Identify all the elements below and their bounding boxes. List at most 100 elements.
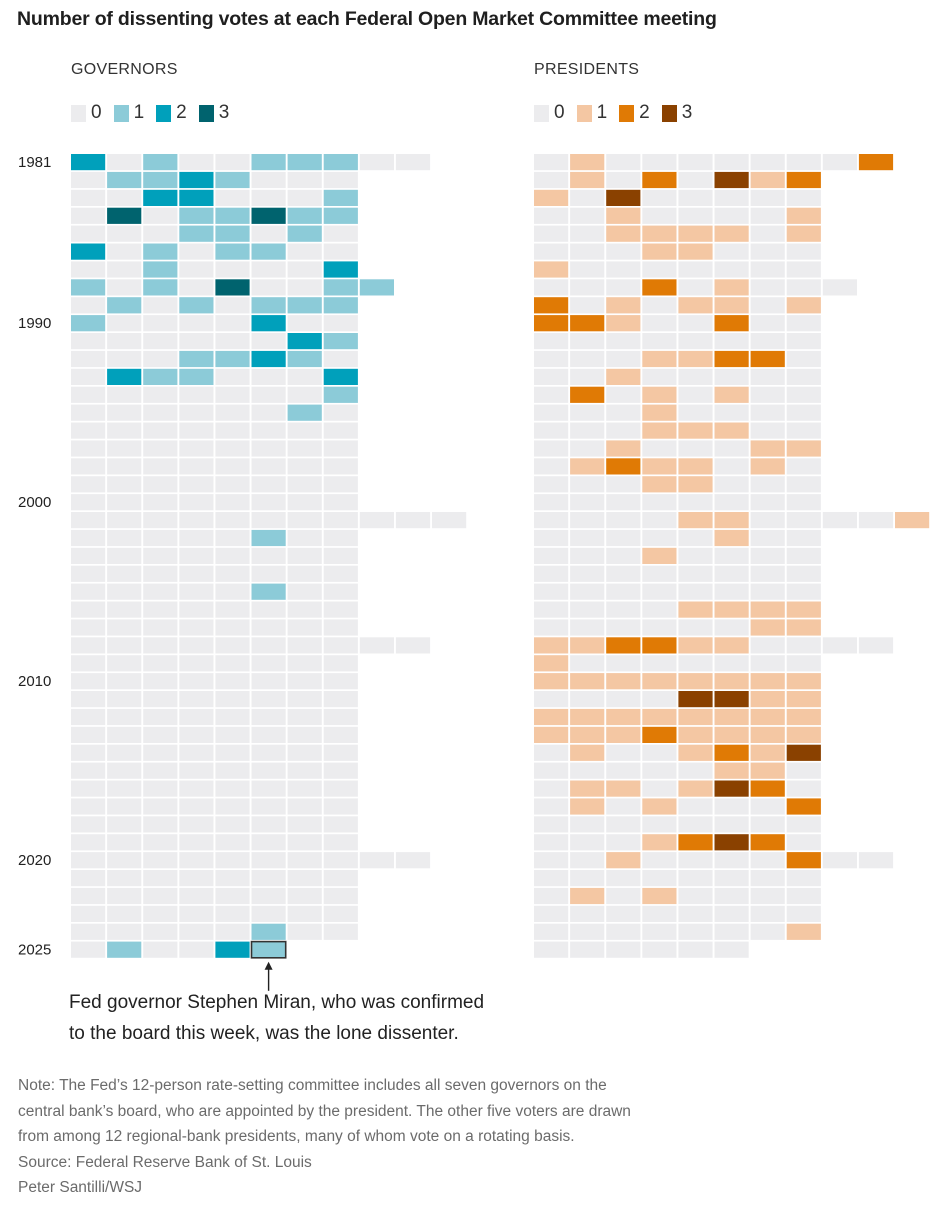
heatmap-cell [714,691,749,708]
heatmap-cell [323,870,358,887]
governors-row-2018 [71,816,358,833]
heatmap-cell [251,279,286,296]
heatmap-cell [107,798,142,815]
heatmap-cell [107,941,142,958]
heatmap-cell [534,207,569,224]
heatmap-cell [858,637,894,654]
heatmap-cell [323,637,358,654]
heatmap-cell [678,315,713,332]
heatmap-cell [642,243,677,260]
governors-row-2004 [71,565,358,582]
heatmap-cell [107,547,142,564]
heatmap-cell [534,601,569,618]
heatmap-cell [107,512,142,529]
heatmap-cell [179,315,214,332]
heatmap-cell [215,529,250,547]
heatmap-cell [570,279,605,296]
governors-row-1982 [71,171,358,189]
heatmap-cell [534,297,569,314]
heatmap-cell [606,762,641,779]
governors-row-2013 [71,726,358,743]
heatmap-cell [215,350,250,368]
heatmap-cell [786,870,821,887]
legend-item-1: 1 [113,103,144,123]
annotation: Fed governor Stephen Miran, who was conf… [69,987,589,1049]
heatmap-cell [606,691,641,708]
heatmap-cell [323,619,358,636]
heatmap-cell [714,798,749,815]
heatmap-cell [570,887,605,905]
heatmap-cell [714,279,749,296]
heatmap-cell [606,565,641,582]
heatmap-cell [606,189,641,206]
heatmap-cell [71,726,106,743]
heatmap-cell [570,870,605,887]
heatmap-cell [714,458,749,475]
heatmap-cell [678,243,713,260]
heatmap-cell [323,171,358,189]
heatmap-cell [71,870,106,887]
legend-item-0: 0 [71,103,102,123]
heatmap-cell [251,512,286,529]
heatmap-cell [359,154,394,171]
legend-swatch [71,104,86,122]
year-tick-label: 2025 [18,942,51,959]
heatmap-cell [71,547,106,564]
heatmap-cell [215,368,250,385]
heatmap-cell [606,619,641,636]
heatmap-cell [215,816,250,833]
heatmap-cell [678,619,713,636]
presidents-row-1988 [534,279,857,296]
governors-panel-title: GOVERNORS [71,61,178,78]
heatmap-cell [143,386,178,403]
heatmap-cell [107,619,142,636]
legend-label: 2 [639,102,650,123]
presidents-row-1997 [534,440,821,457]
heatmap-cell [143,565,178,582]
heatmap-cell [179,494,214,511]
heatmap-cell [534,476,569,493]
heatmap-cell [642,744,677,761]
heatmap-cell [678,780,713,797]
heatmap-cell [570,529,605,547]
heatmap-cell [323,458,358,475]
heatmap-cell [570,816,605,833]
heatmap-cell [71,279,106,296]
heatmap-cell [534,189,569,206]
heatmap-cell [323,225,358,242]
governors-row-2020 [71,852,431,869]
heatmap-cell [143,279,178,296]
heatmap-cell [786,189,821,206]
heatmap-cell [642,655,677,672]
heatmap-cell [179,333,214,350]
heatmap-cell [287,207,322,224]
heatmap-cell [534,368,569,385]
heatmap-cell [750,368,785,385]
heatmap-cell [359,637,394,654]
heatmap-cell [678,154,713,171]
heatmap-cell [107,744,142,761]
heatmap-cell [822,512,857,529]
heatmap-cell [287,297,322,314]
heatmap-cell [642,189,677,206]
heatmap-cell [570,476,605,493]
heatmap-cell [251,243,286,260]
heatmap-cell [251,619,286,636]
heatmap-cell [323,422,358,439]
heatmap-cell [287,816,322,833]
presidents-row-2022 [534,887,821,905]
heatmap-cell [786,225,821,242]
heatmap-cell [287,691,322,708]
presidents-row-2015 [534,762,821,779]
heatmap-cell [786,673,821,690]
heatmap-cell [107,386,142,403]
heatmap-cell [642,154,677,171]
heatmap-cell [251,816,286,833]
heatmap-cell [359,279,394,296]
heatmap-cell [287,565,322,582]
governors-row-1993 [71,368,358,385]
heatmap-cell [143,762,178,779]
heatmap-cell [323,243,358,260]
year-axis: 1981 1990 2000 2010 2020 2025 [18,154,51,959]
heatmap-cell [215,279,250,296]
